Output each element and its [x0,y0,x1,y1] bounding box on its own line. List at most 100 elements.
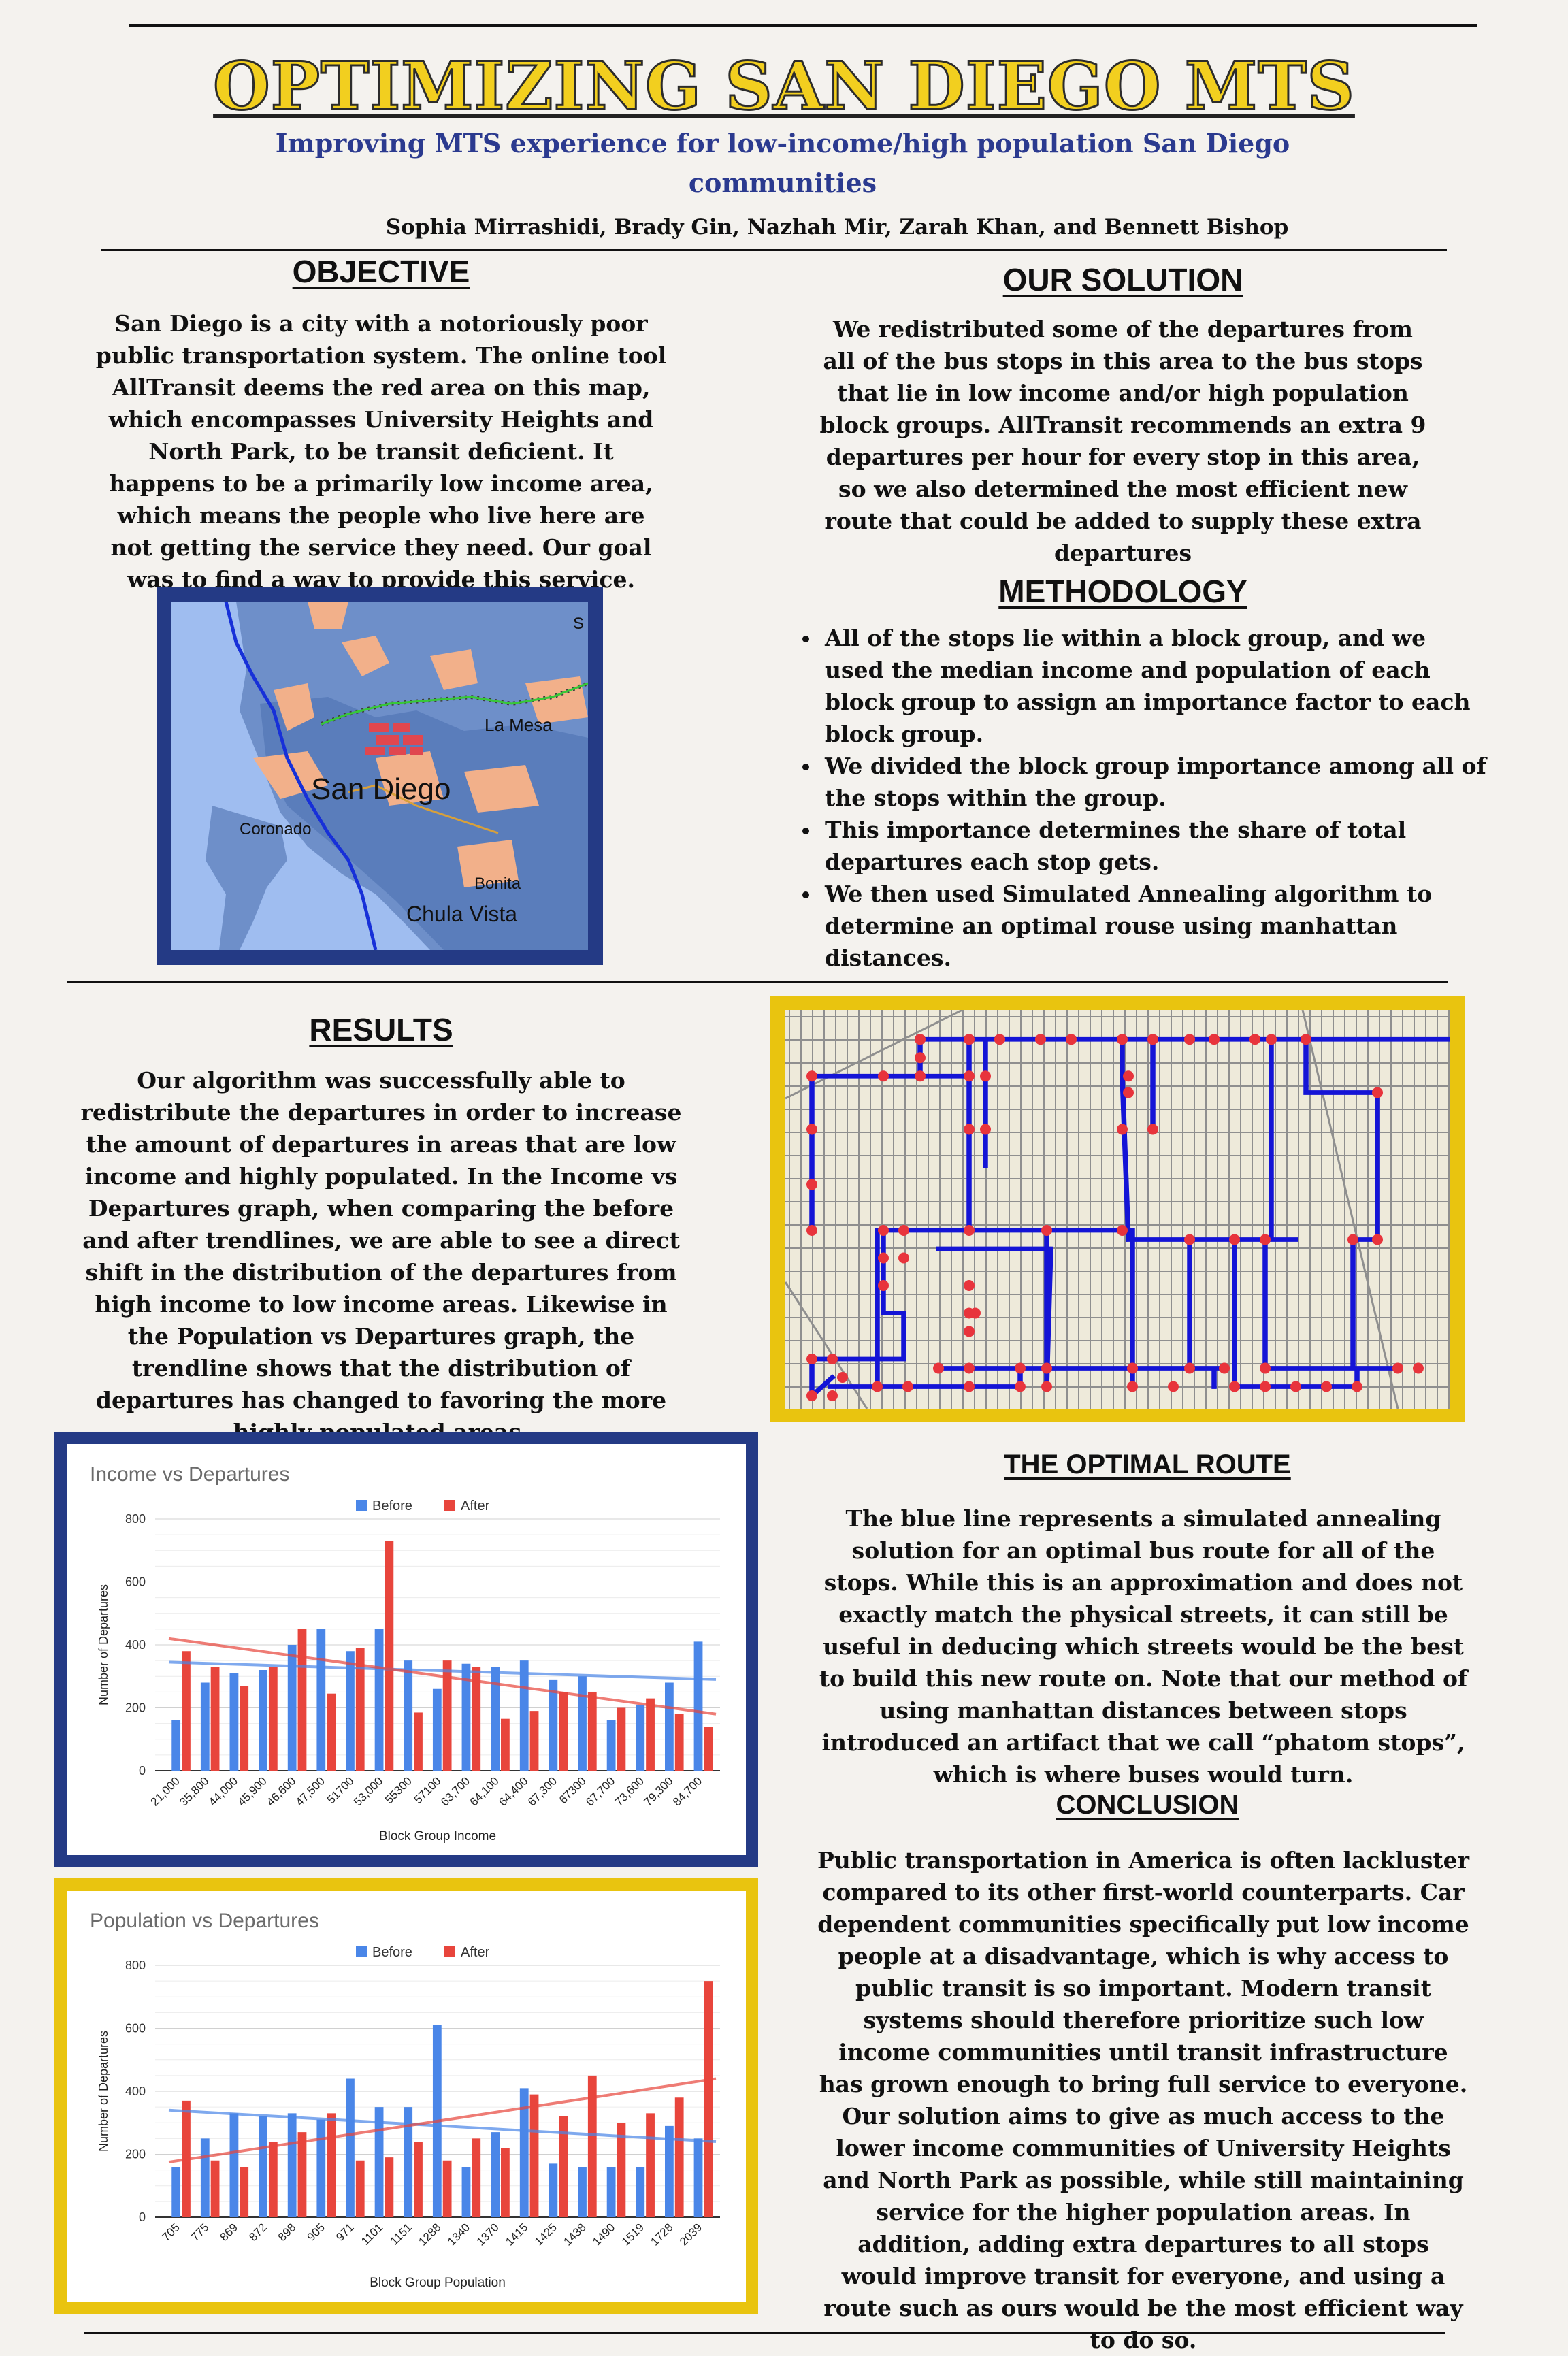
bar-after [674,1714,684,1771]
street-diagonal [1301,1009,1399,1409]
bar-after [385,1541,394,1771]
x-tick-label: 971 [333,2221,356,2243]
x-tick-label: 705 [159,2221,182,2243]
x-tick-label: 1519 [619,2221,647,2248]
bar-after [674,2097,684,2217]
x-tick-label: 1425 [532,2221,559,2248]
bus-stop-marker [806,1354,817,1364]
bus-stop-marker [1266,1034,1277,1045]
bar-before [404,1660,413,1771]
bar-before [259,2116,267,2217]
objective-heading: OBJECTIVE [292,254,470,289]
methodology-bullet: All of the stops lie within a block grou… [821,622,1488,750]
bus-stop-marker [964,1280,975,1291]
x-tick-label: 44,000 [206,1774,240,1808]
bus-stop-marker [1348,1234,1358,1245]
route-map-frame [770,996,1568,1422]
results-text: Our algorithm was successfully able to r… [80,1067,682,1445]
methodology-bullet: We divided the block group importance am… [821,750,1488,814]
x-tick-label: 1438 [561,2221,589,2248]
bus-stop-marker [1123,1070,1134,1082]
bus-stop-marker [1219,1362,1230,1374]
bus-stop-marker [872,1381,883,1392]
x-axis-label: Block Group Population [370,2276,506,2290]
x-tick-label: 2039 [677,2221,704,2248]
population-departures-chart: Population vs Departures Before After 0 200 4… [90,1910,720,2290]
bus-stop-marker [964,1070,975,1082]
bar-after [646,1698,655,1771]
x-tick-label: 21,000 [148,1774,182,1808]
solution-text: We redistributed some of the departures … [819,316,1426,566]
bus-stop-marker [915,1052,926,1064]
bus-stop-marker [806,1225,817,1236]
results-heading: RESULTS [309,1012,453,1047]
map-label-coronado: Coronado [240,820,311,838]
bus-stop-marker [994,1034,1005,1045]
bar-before [287,2113,297,2217]
map-label-san-diego: San Diego [311,772,451,806]
transit-map: San Diego La Mesa Coronado Bonita Chula … [172,601,589,951]
y-tick-label: 600 [125,1575,146,1589]
y-tick-label: 600 [125,2022,146,2035]
bar-after [587,1692,597,1771]
bar-after [704,1727,713,1771]
bar-before [200,1682,210,1771]
bus-stop-marker [1184,1034,1195,1045]
bus-stop-marker [1184,1362,1195,1374]
legend-label-after: After [461,1945,490,1960]
bus-stop-marker [898,1225,909,1236]
bus-stop-marker [1352,1381,1362,1392]
bus-stop-marker [1184,1234,1195,1245]
bus-stop-marker [1372,1087,1383,1098]
bus-stop-marker [1015,1381,1026,1392]
x-tick-label: 57100 [412,1774,444,1806]
bus-stop-marker [1041,1362,1052,1374]
bus-stop-marker [964,1225,975,1236]
bar-after [617,2123,626,2217]
map-label-s: S [573,615,584,633]
x-tick-label: 1370 [474,2221,502,2248]
bar-after [327,2113,336,2217]
bus-stop-marker [970,1307,981,1319]
y-tick-label: 0 [139,2210,146,2224]
bus-stop-marker [1168,1381,1179,1392]
bar-after [268,1667,278,1771]
bar-after [472,1667,481,1771]
bar-before [404,2107,413,2217]
bus-stop-marker [1372,1234,1383,1245]
bus-stop-marker [878,1225,889,1236]
bar-before [316,1629,326,1771]
x-tick-label: 1728 [648,2221,675,2248]
bus-stop-marker [1127,1362,1138,1374]
trendline-after [168,2077,717,2164]
bus-stop-marker [964,1034,975,1045]
bar-before [606,2167,616,2217]
bus-stop-marker [1290,1381,1301,1392]
bus-stop-marker [1041,1225,1052,1236]
x-tick-label: 64,100 [468,1774,502,1808]
bus-stop-marker [837,1372,848,1383]
bar-after [442,2160,452,2217]
x-tick-label: 1490 [590,2221,617,2248]
y-axis-label: Number of Departures [97,2031,110,2152]
bus-stop-marker [980,1124,991,1135]
bus-stop-marker [902,1381,913,1392]
bar-after [182,1651,191,1771]
poster-subtitle: Improving MTS experience for low-income/… [275,128,1290,198]
x-tick-label: 79,300 [641,1774,675,1808]
bus-stop-marker [1260,1234,1271,1245]
bus-stop-marker [806,1390,817,1401]
bus-stop-marker [1321,1381,1332,1392]
x-tick-label: 898 [276,2221,298,2243]
poster-authors: Sophia Mirrashidi, Brady Gin, Nazhah Mir… [385,215,1289,240]
x-tick-label: 67,300 [525,1774,559,1808]
income-chart-frame: Income vs Departures Before After 0 200 400 60… [54,1432,758,1867]
bar-before [374,1629,384,1771]
bar-before [259,1670,267,1771]
y-axis-label: Number of Departures [97,1584,110,1705]
bar-after [355,1648,365,1771]
bar-after [297,2132,307,2217]
bar-before [549,2163,558,2217]
bar-after [240,1686,249,1771]
bar-after [385,2157,394,2217]
